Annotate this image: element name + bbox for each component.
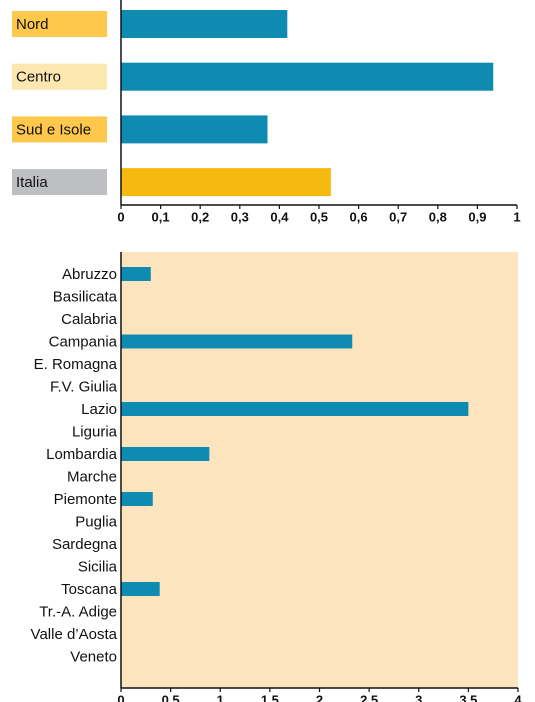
category-box: [12, 63, 107, 90]
category-box: [12, 169, 107, 196]
category-label: Tr.-A. Adige: [39, 603, 117, 620]
category-label: Veneto: [70, 648, 117, 665]
x-tick-label: 0,2: [191, 209, 209, 224]
x-tick-label: 0,1: [152, 209, 170, 224]
bar: [121, 582, 160, 596]
x-tick-label: 1,5: [261, 692, 279, 702]
category-label: Centro: [16, 69, 61, 86]
x-tick-label: 0,4: [270, 209, 289, 224]
category-box: [12, 116, 107, 143]
bar: [121, 168, 331, 197]
x-tick-label: 3: [415, 692, 422, 702]
bar: [121, 492, 153, 506]
category-label: Sicilia: [78, 558, 118, 575]
bar: [121, 62, 494, 91]
bar: [121, 402, 469, 416]
x-tick-label: 0,8: [429, 209, 447, 224]
category-label: Toscana: [61, 581, 118, 598]
bar: [121, 334, 353, 349]
x-tick-label: 3,5: [459, 692, 477, 702]
category-label: Lazio: [81, 401, 117, 418]
category-label: Piemonte: [54, 491, 117, 508]
bar: [121, 267, 151, 281]
category-label: Calabria: [61, 311, 118, 328]
category-label: Campania: [49, 333, 118, 350]
x-tick-label: 1: [513, 209, 520, 224]
category-label: Liguria: [72, 423, 118, 440]
category-label: Lombardia: [46, 446, 118, 463]
x-tick-label: 0,9: [468, 209, 486, 224]
category-label: Nord: [16, 16, 49, 33]
bar: [121, 115, 268, 144]
category-box: [12, 11, 107, 37]
x-tick-label: 2,5: [360, 692, 378, 702]
category-label: Italia: [16, 174, 48, 191]
category-label: Abruzzo: [62, 266, 117, 283]
x-tick-label: 0,5: [310, 209, 328, 224]
category-label: Sud e Isole: [16, 121, 91, 138]
x-tick-label: 0,6: [350, 209, 368, 224]
x-tick-label: 0,7: [389, 209, 407, 224]
category-label: Puglia: [75, 513, 117, 530]
x-tick-label: 0: [117, 209, 124, 224]
category-label: E. Romagna: [34, 356, 118, 373]
category-label: Basilicata: [53, 288, 118, 305]
bar: [121, 447, 210, 461]
plot-background: [121, 252, 518, 688]
bar: [121, 10, 288, 38]
category-label: F.V. Giulia: [50, 378, 118, 395]
x-tick-label: 0,5: [162, 692, 180, 702]
category-label: Valle d’Aosta: [31, 626, 118, 643]
x-tick-label: 4: [514, 692, 522, 702]
x-tick-label: 1: [217, 692, 224, 702]
category-label: Sardegna: [52, 536, 118, 553]
x-tick-label: 0: [117, 692, 124, 702]
x-tick-label: 2: [316, 692, 323, 702]
x-tick-label: 0,3: [231, 209, 249, 224]
category-label: Marche: [67, 468, 117, 485]
